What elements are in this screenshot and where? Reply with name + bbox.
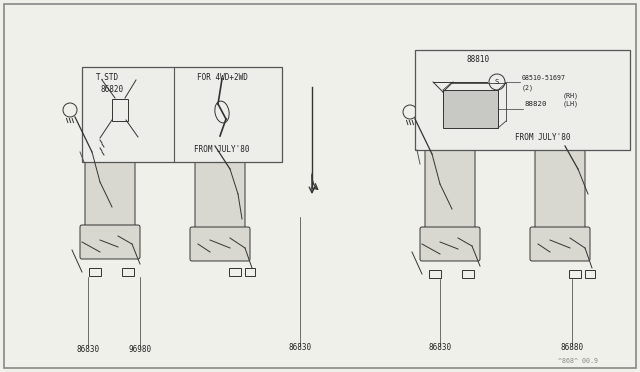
Bar: [82, 67, 282, 162]
Bar: [569, 270, 581, 278]
Bar: [415, 50, 630, 150]
Text: FROM JULY'80: FROM JULY'80: [195, 145, 250, 154]
Text: T.STD: T.STD: [95, 73, 118, 82]
FancyBboxPatch shape: [195, 141, 245, 237]
Text: 96980: 96980: [129, 345, 152, 354]
Text: 86820: 86820: [100, 85, 123, 94]
Text: 86830: 86830: [76, 345, 100, 354]
Bar: [89, 268, 101, 276]
FancyBboxPatch shape: [535, 141, 585, 237]
Text: ^868^ 00.9: ^868^ 00.9: [558, 358, 598, 364]
Bar: [462, 270, 474, 278]
FancyBboxPatch shape: [425, 141, 475, 237]
Text: 86830: 86830: [289, 343, 312, 352]
Text: 08510-51697: 08510-51697: [522, 75, 566, 81]
FancyBboxPatch shape: [85, 139, 135, 235]
Bar: [585, 270, 595, 278]
FancyBboxPatch shape: [80, 225, 140, 259]
Text: FOR 4WD+2WD: FOR 4WD+2WD: [196, 73, 248, 82]
Bar: [429, 270, 441, 278]
FancyBboxPatch shape: [190, 227, 250, 261]
Text: S: S: [495, 79, 499, 85]
Text: 88810: 88810: [467, 55, 490, 64]
Text: 88820: 88820: [525, 101, 547, 107]
Text: (RH)
(LH): (RH) (LH): [563, 93, 579, 107]
Bar: [245, 268, 255, 276]
Bar: [112, 99, 128, 121]
FancyBboxPatch shape: [530, 227, 590, 261]
FancyBboxPatch shape: [420, 227, 480, 261]
Bar: [122, 268, 134, 276]
Bar: [443, 90, 498, 128]
Bar: [229, 268, 241, 276]
Text: (2): (2): [522, 85, 534, 91]
Text: FROM JULY'80: FROM JULY'80: [515, 133, 570, 142]
Text: 86880: 86880: [561, 343, 584, 352]
Text: 86830: 86830: [428, 343, 452, 352]
